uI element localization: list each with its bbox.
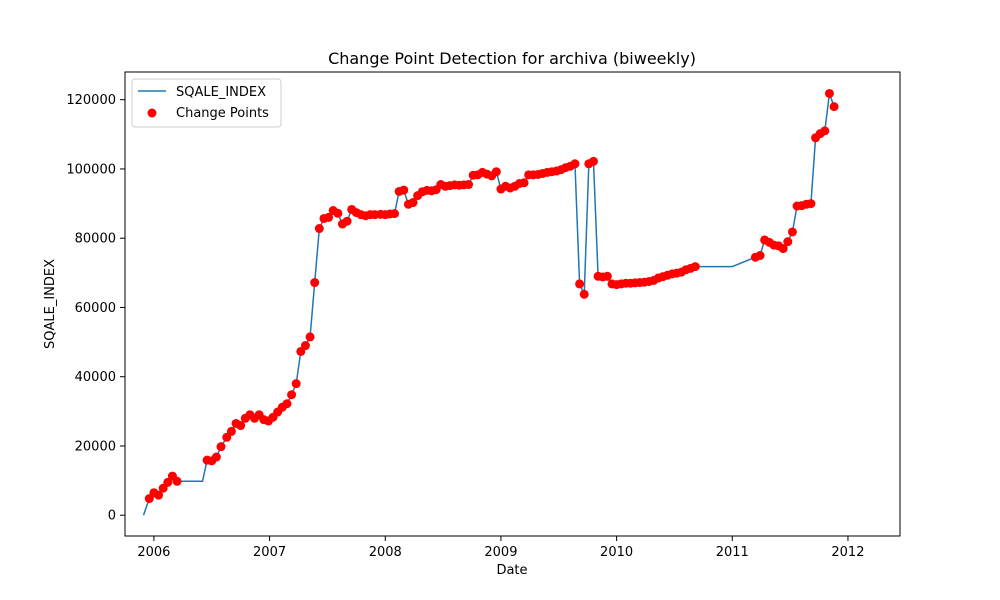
change-point-marker	[755, 251, 765, 261]
y-axis-label: SQALE_INDEX	[43, 259, 58, 349]
change-point-marker	[602, 271, 612, 281]
change-point-marker	[824, 88, 834, 98]
change-point-marker	[342, 216, 352, 226]
x-tick-label: 2011	[716, 545, 749, 560]
change-point-marker	[324, 212, 334, 222]
plot-area	[142, 88, 839, 516]
change-point-marker	[291, 379, 301, 389]
change-point-marker	[216, 442, 226, 452]
change-point-marker	[806, 199, 816, 209]
y-tick-label: 20000	[75, 439, 116, 454]
change-point-marker	[575, 279, 585, 289]
y-tick-label: 120000	[66, 93, 116, 108]
axes-frame	[124, 71, 901, 537]
change-point-marker	[154, 490, 164, 500]
y-tick-label: 0	[108, 509, 116, 524]
legend-marker-swatch	[147, 108, 157, 118]
change-point-marker	[236, 421, 246, 431]
x-axis: 2006 2007 2008 2009 2010 2011 2012	[137, 536, 864, 560]
change-point-marker	[778, 244, 788, 254]
y-tick-label: 60000	[75, 301, 116, 316]
change-point-marker	[163, 477, 173, 487]
x-tick-label: 2009	[484, 545, 517, 560]
x-tick-label: 2008	[369, 545, 402, 560]
x-tick-label: 2012	[831, 545, 864, 560]
x-tick-label: 2010	[600, 545, 633, 560]
y-axis: 0 20000 40000 60000 80000 100000 120000	[66, 93, 125, 524]
y-tick-label: 40000	[75, 370, 116, 385]
change-point-marker	[390, 209, 400, 219]
change-point-marker	[282, 399, 292, 409]
legend-label-line-series: SQALE_INDEX	[176, 85, 266, 100]
change-point-marker	[787, 227, 797, 237]
x-tick-label: 2007	[253, 545, 286, 560]
change-point-marker	[464, 180, 474, 190]
change-point-marker	[172, 476, 182, 486]
y-tick-label: 100000	[66, 162, 116, 177]
change-point-marker	[305, 332, 315, 342]
x-tick-label: 2006	[137, 545, 170, 560]
change-point-marker	[690, 262, 700, 272]
change-point-marker	[783, 237, 793, 247]
change-point-marker	[211, 452, 221, 462]
change-point-marker	[829, 102, 839, 112]
change-point-marker	[588, 156, 598, 166]
change-point-marker	[314, 224, 324, 234]
change-point-marker	[491, 167, 501, 177]
y-tick-label: 80000	[75, 232, 116, 247]
x-axis-label: Date	[496, 563, 527, 578]
change-point-marker	[579, 289, 589, 299]
change-point-marker	[226, 426, 236, 436]
change-point-marker	[570, 159, 580, 169]
change-point-marker	[519, 178, 529, 188]
change-point-marker	[287, 390, 297, 400]
legend-box	[131, 78, 282, 128]
legend-label-change-points: Change Points	[176, 106, 269, 121]
change-point-marker	[820, 126, 830, 136]
change-point-marker	[408, 198, 418, 208]
chart-title: Change Point Detection for archiva (biwe…	[328, 49, 696, 68]
legend: SQALE_INDEX Change Points	[131, 78, 282, 128]
change-point-marker	[300, 341, 310, 351]
change-point-marker	[333, 208, 343, 218]
change-point-marker	[310, 278, 320, 288]
change-point-marker	[399, 185, 409, 195]
